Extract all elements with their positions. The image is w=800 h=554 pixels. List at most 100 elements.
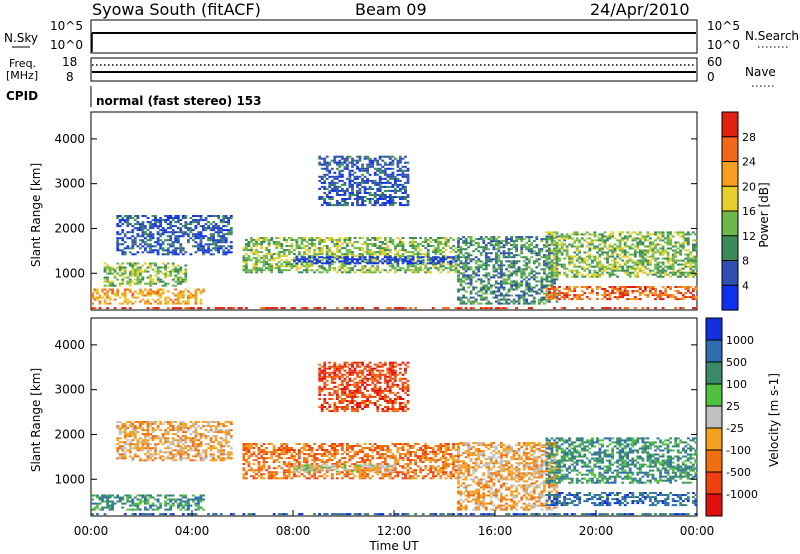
power-cell <box>442 269 445 272</box>
power-cell <box>328 265 332 268</box>
power-cell <box>184 276 188 279</box>
power-cell <box>656 257 660 260</box>
power-colorbar-tick-label: 4 <box>742 279 749 292</box>
velocity-cell <box>669 513 672 516</box>
velocity-cell <box>166 494 170 497</box>
power-cell <box>497 266 501 269</box>
power-cell <box>522 278 526 281</box>
power-cell <box>179 229 183 232</box>
power-cell <box>318 271 321 274</box>
power-cell <box>212 229 215 232</box>
velocity-cell <box>136 443 140 446</box>
power-cell <box>358 261 362 264</box>
power-cell <box>330 204 334 207</box>
velocity-cell <box>194 437 198 440</box>
power-cell <box>560 235 564 238</box>
power-cell <box>287 245 291 247</box>
power-cell <box>649 241 652 244</box>
power-cell <box>151 292 155 295</box>
velocity-cell <box>659 513 662 516</box>
power-cell <box>300 265 304 268</box>
power-cell <box>603 307 607 310</box>
power-cell <box>495 242 498 245</box>
power-cell <box>664 288 667 290</box>
power-cell <box>361 237 364 239</box>
power-cell <box>532 246 536 249</box>
power-cell <box>227 233 231 236</box>
power-cell <box>666 296 670 299</box>
power-cell <box>356 241 359 243</box>
velocity-cell <box>406 513 410 516</box>
power-cell <box>563 292 566 295</box>
power-cell <box>495 240 498 243</box>
power-cell <box>548 298 551 301</box>
power-cell <box>550 282 554 285</box>
power-cell <box>469 292 473 295</box>
power-cell <box>598 267 602 270</box>
power-cell <box>184 251 188 254</box>
velocity-cell <box>169 504 173 507</box>
power-cell <box>535 284 539 287</box>
velocity-cell <box>146 425 150 428</box>
velocity-cell <box>194 504 198 507</box>
power-cell <box>439 237 443 239</box>
power-cell <box>585 286 589 288</box>
power-cell <box>217 231 220 234</box>
power-cell <box>308 243 311 245</box>
power-cell <box>484 307 488 310</box>
power-cell <box>548 275 551 278</box>
velocity-cell <box>176 504 180 507</box>
power-cell <box>623 292 627 295</box>
power-cell <box>515 300 518 303</box>
power-cell <box>563 267 566 270</box>
power-cell <box>146 307 150 310</box>
power-cell <box>103 292 107 295</box>
power-cell <box>166 307 170 310</box>
power-cell <box>550 273 554 276</box>
velocity-cell <box>108 496 112 499</box>
power-cell <box>409 237 412 239</box>
power-cell <box>373 262 377 265</box>
power-cell <box>507 270 511 273</box>
power-cell <box>325 173 329 176</box>
power-cell <box>505 307 508 310</box>
power-cell <box>368 179 372 182</box>
velocity-cell <box>131 443 135 446</box>
power-cell <box>328 175 332 178</box>
power-cell <box>257 259 261 262</box>
velocity-cell <box>164 441 167 444</box>
power-cell <box>495 280 498 283</box>
power-cell <box>341 263 344 266</box>
power-cell <box>396 251 400 254</box>
power-cell <box>171 245 175 248</box>
power-cell <box>580 286 584 288</box>
power-cell <box>459 256 463 259</box>
power-cell <box>588 286 592 288</box>
power-cell <box>679 235 683 238</box>
power-cell <box>366 253 369 256</box>
power-cell <box>462 256 465 259</box>
power-cell <box>250 269 253 272</box>
velocity-cell <box>128 421 132 423</box>
velocity-cell <box>149 457 152 460</box>
power-cell <box>224 225 228 228</box>
power-cell <box>669 296 672 299</box>
power-cell <box>636 286 640 288</box>
power-cell <box>431 251 435 254</box>
power-cell <box>161 288 165 291</box>
power-cell <box>333 175 337 178</box>
power-cell <box>346 204 349 207</box>
power-cell <box>555 243 559 246</box>
velocity-cell <box>323 513 327 516</box>
power-cell <box>330 196 334 198</box>
power-cell <box>618 249 622 252</box>
power-cell <box>436 269 440 272</box>
power-cell <box>376 307 380 310</box>
power-cell <box>502 254 506 257</box>
power-cell <box>500 307 503 310</box>
power-cell <box>654 298 657 301</box>
velocity-cell <box>154 453 157 456</box>
power-cell <box>515 274 518 277</box>
velocity-cell <box>98 508 102 511</box>
power-cell <box>399 267 402 270</box>
